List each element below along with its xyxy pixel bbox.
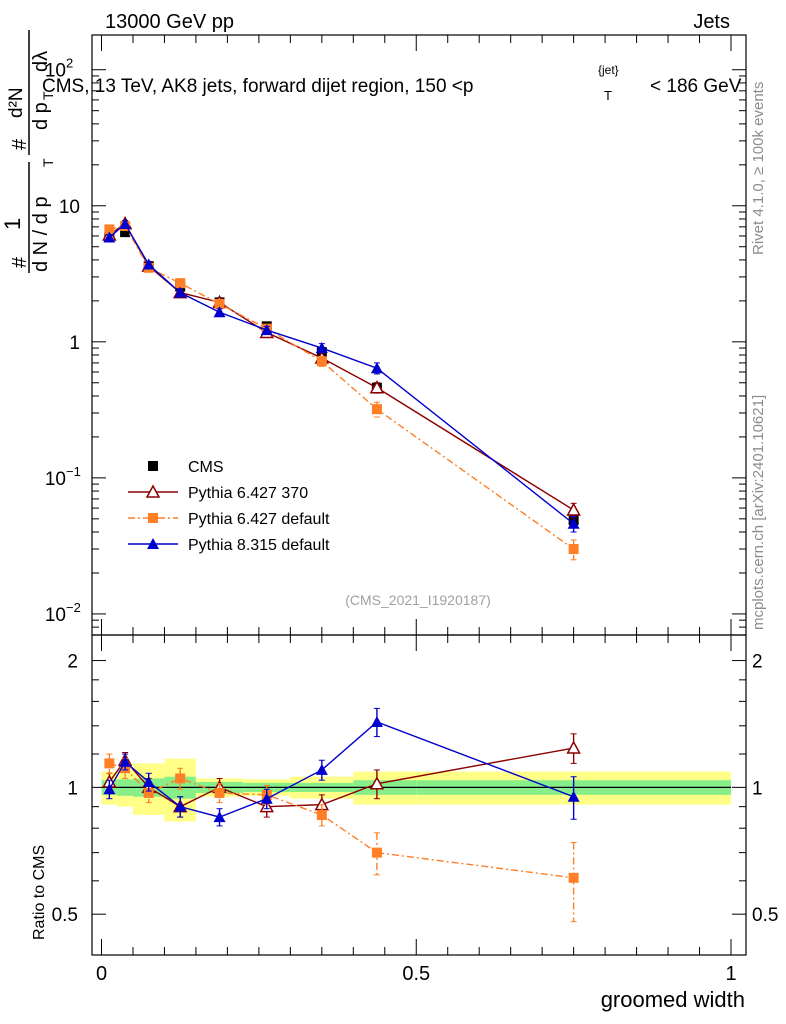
ratio-point — [175, 773, 186, 784]
main-point — [371, 404, 382, 415]
main-point — [567, 517, 580, 529]
ylabel-denom: d N / d p — [30, 196, 52, 272]
main-point — [369, 380, 385, 394]
ylabel-hash2: # — [9, 138, 31, 150]
ylabel-denom-sub: T — [40, 158, 56, 167]
main-point — [104, 224, 115, 235]
data-series — [102, 216, 581, 923]
main-point — [174, 286, 187, 298]
title-superscript: {jet} — [598, 63, 619, 77]
main-point — [214, 298, 225, 309]
legend-label: Pythia 6.427 default — [188, 511, 330, 528]
ratio-point — [142, 775, 155, 787]
ylabel-denom2-sub: T — [40, 91, 56, 100]
main-point — [316, 356, 327, 367]
ratio-xtick-label: 1 — [725, 963, 736, 985]
main-point — [260, 324, 273, 336]
main-ylabel: # 1 d N / d p T # d²N d p T dλ — [0, 30, 56, 273]
ratio-ytick-label-right: 2 — [752, 652, 763, 673]
main-point — [213, 306, 226, 318]
legend-label: Pythia 8.315 default — [188, 537, 330, 554]
ratio-point — [566, 740, 581, 754]
header-right: Jets — [693, 11, 730, 33]
xlabel: groomed width — [601, 987, 745, 1012]
title-subscript: T — [604, 88, 612, 103]
mcplots-label: mcplots.cern.ch [arXiv:2401.10621] — [750, 395, 767, 630]
main-ytick-label: 10 — [45, 605, 66, 626]
ratio-ytick-label-left: 2 — [67, 652, 78, 673]
ratio-ylabel: Ratio to CMS — [31, 845, 48, 940]
main-ytick-label: 10 — [59, 197, 80, 218]
ylabel-denom2-tail: dλ — [30, 51, 52, 72]
analysis-id: (CMS_2021_I1920187) — [345, 592, 491, 608]
ratio-frame — [91, 634, 747, 956]
ylabel-denom2: d p — [30, 102, 52, 130]
main-point — [103, 231, 116, 243]
plot-frames — [91, 34, 747, 956]
main-line-pythia-6-427-370 — [108, 222, 574, 511]
ratio-point — [316, 809, 327, 820]
ratio-ytick-label-right: 1 — [752, 778, 763, 799]
ratio-point — [567, 790, 580, 802]
main-ytick-label: 1 — [69, 333, 80, 354]
ratio-point — [370, 715, 383, 727]
title-tail: < 186 GeV — [650, 76, 742, 97]
ratio-point — [213, 811, 226, 823]
main-line-pythia-6-427-default — [109, 225, 575, 550]
ylabel-hash: # — [9, 256, 31, 268]
main-point — [315, 342, 328, 354]
ylabel-numer: 1 — [0, 218, 25, 230]
ratio-point — [315, 763, 328, 775]
ratio-point — [214, 787, 225, 798]
ratio-point — [260, 792, 273, 804]
rivet-label: Rivet 4.1.0, ≥ 100k events — [750, 82, 767, 255]
main-ytick-exponent: −2 — [66, 600, 81, 615]
header-left: 13000 GeV pp — [105, 11, 234, 33]
main-ytick-label: 10 — [45, 61, 66, 82]
legend-label: CMS — [188, 459, 224, 476]
ratio-point — [371, 847, 382, 858]
ratio-point — [369, 776, 385, 790]
legend-label: Pythia 6.427 370 — [188, 485, 308, 502]
ratio-bands — [101, 758, 731, 822]
legend-marker — [148, 513, 158, 523]
main-point — [119, 217, 132, 229]
chart-text: 13000 GeV pp Jets (CMS_2021_I1920187) Ri… — [31, 11, 767, 1012]
legend-marker — [148, 461, 158, 471]
ylabel-numer2: d²N — [6, 87, 27, 118]
main-ytick-exponent: 2 — [66, 56, 73, 71]
ratio-point — [119, 755, 132, 767]
main-ytick-exponent: −1 — [66, 464, 81, 479]
ratio-xtick-label: 0.5 — [402, 963, 430, 985]
ratio-point — [103, 783, 116, 795]
legend: CMS Pythia 6.427 370 Pythia 6.427 default P… — [128, 459, 330, 554]
ratio-ytick-label-right: 0.5 — [752, 905, 778, 926]
main-point — [370, 362, 383, 374]
ratio-ytick-label-left: 1 — [67, 778, 78, 799]
main-point — [142, 258, 155, 270]
ratio-xtick-label: 0 — [96, 963, 107, 985]
ratio-point — [568, 872, 579, 883]
ratio-point — [174, 800, 187, 812]
legend-marker — [147, 538, 159, 549]
plot-title: CMS, 13 TeV, AK8 jets, forward dijet reg… — [42, 63, 742, 103]
main-point — [120, 227, 131, 238]
main-point — [566, 502, 581, 516]
main-point — [568, 544, 579, 555]
legend-marker — [145, 484, 161, 498]
main-point — [175, 278, 186, 289]
ratio-point — [104, 758, 115, 769]
main-line-pythia-8-315-default — [108, 222, 575, 525]
ratio-point — [143, 787, 154, 798]
title-text: CMS, 13 TeV, AK8 jets, forward dijet reg… — [42, 76, 473, 97]
ratio-ytick-label-left: 0.5 — [52, 905, 78, 926]
main-ytick-label: 10 — [45, 469, 66, 490]
